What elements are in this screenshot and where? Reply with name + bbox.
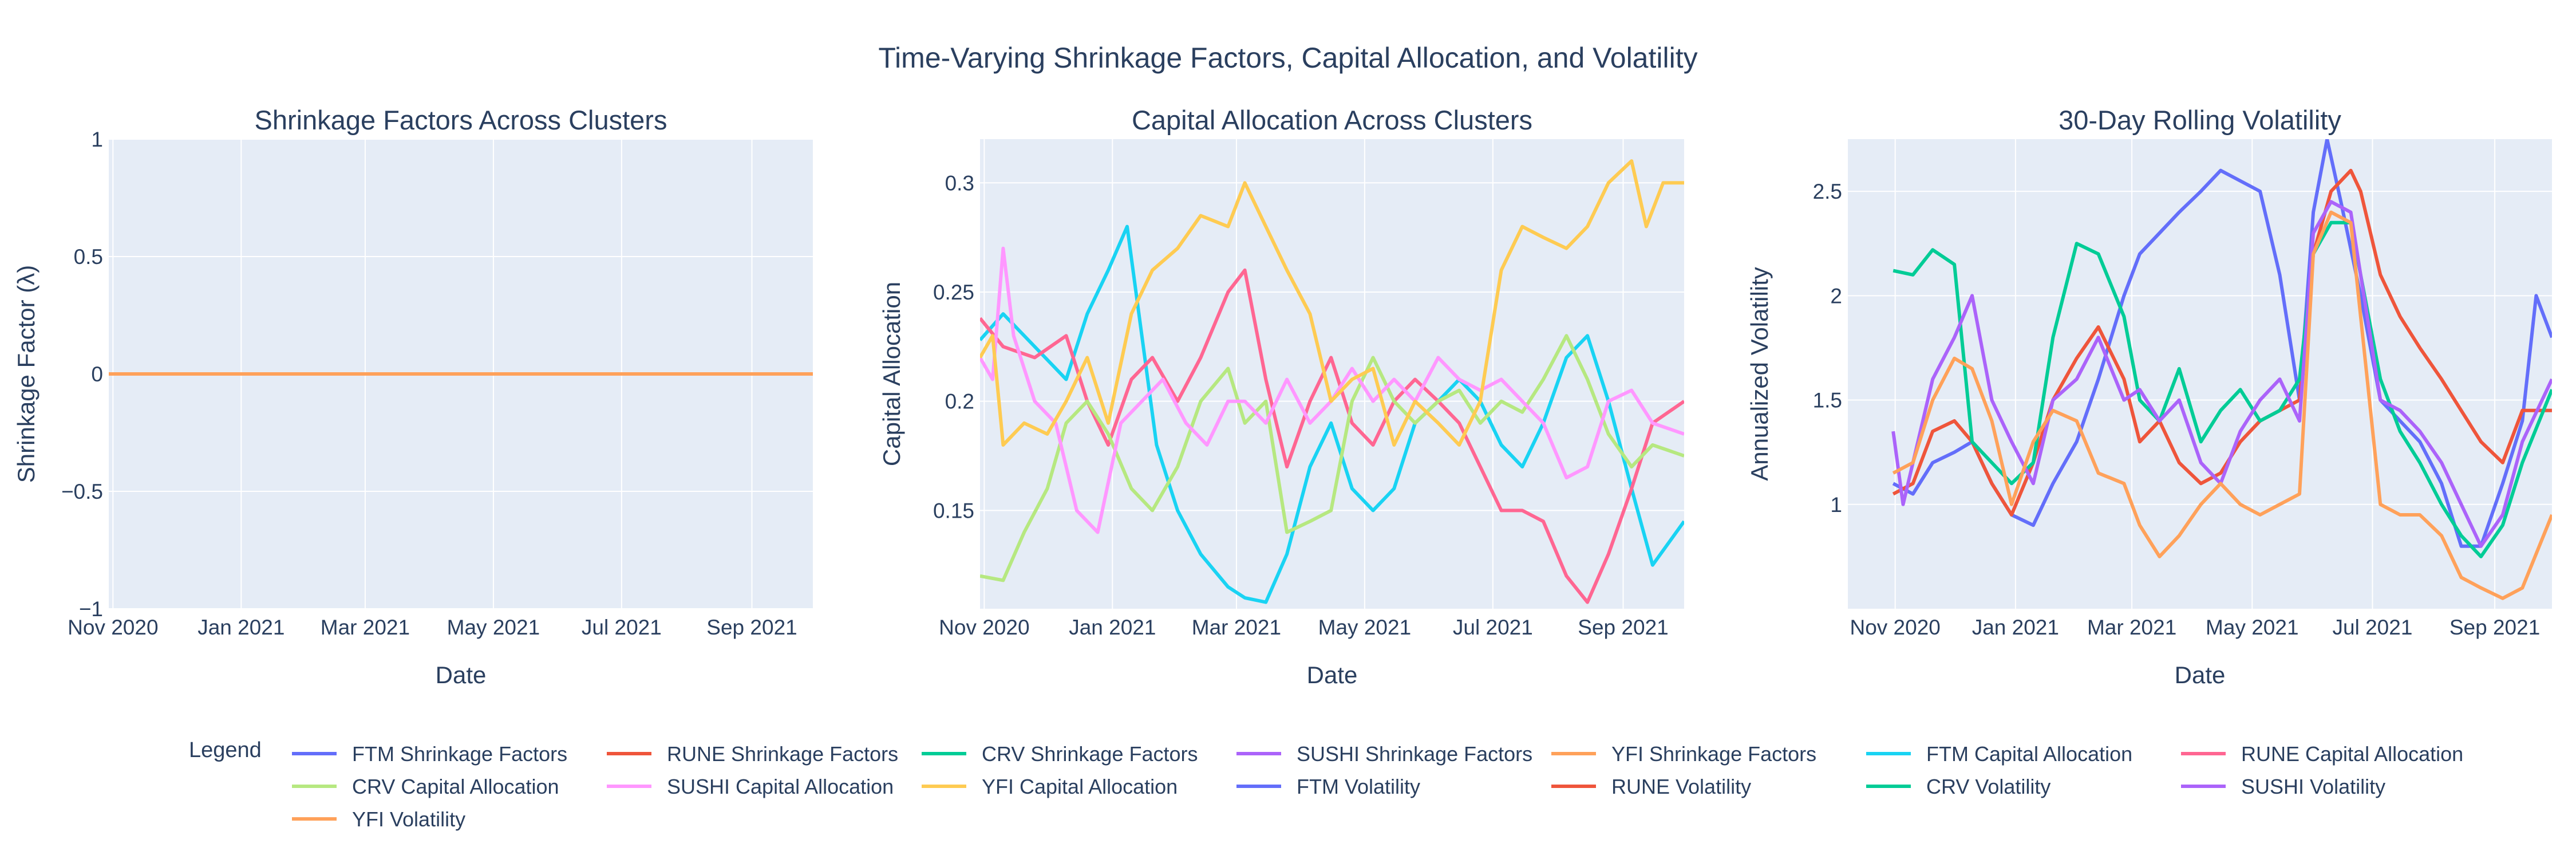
y-tick-label: 0.3 (945, 171, 974, 195)
legend-label: YFI Volatility (352, 807, 465, 831)
legend-item-crv-volatility[interactable]: CRV Volatility (1866, 775, 2050, 798)
y-tick-label: 1 (91, 128, 103, 151)
yfi-capital-allocation-line (980, 159, 1684, 447)
legend-item-ftm-volatility[interactable]: FTM Volatility (1236, 775, 1420, 798)
ftm-capital-allocation-line (980, 224, 1684, 604)
subplot-title: Shrinkage Factors Across Clusters (255, 105, 667, 135)
x-tick-label: Nov 2020 (939, 616, 1029, 639)
x-tick-label: Jan 2021 (197, 616, 285, 639)
crv-capital-allocation-line (980, 334, 1684, 582)
y-tick-label: 2.5 (1813, 180, 1842, 203)
legend-label: SUSHI Volatility (2241, 775, 2385, 798)
x-tick-label: Jan 2021 (1972, 616, 2059, 639)
capital-allocation-panel: 0.15 0.2 0.25 0.3 Nov 2020 Jan 2021 Mar 2021 Ma… (878, 105, 1684, 688)
legend-item-sushi-volatility[interactable]: SUSHI Volatility (2181, 775, 2385, 798)
y-tick-label: −1 (79, 597, 103, 621)
legend-label: CRV Capital Allocation (352, 775, 559, 798)
legend-label: FTM Volatility (1297, 775, 1420, 798)
volatility-panel: 1 1.5 2 2.5 Nov 2020 Jan 2021 Mar 2021 May 2021… (1746, 105, 2552, 688)
subplot-title: 30-Day Rolling Volatility (2059, 105, 2341, 135)
legend-label: RUNE Shrinkage Factors (667, 742, 898, 766)
legend-label: RUNE Volatility (1611, 775, 1751, 798)
series-group (980, 159, 1684, 604)
x-tick-label: May 2021 (1318, 616, 1412, 639)
legend-label: SUSHI Shrinkage Factors (1297, 742, 1532, 766)
y-tick-label: 2 (1830, 284, 1842, 308)
plot-area (980, 139, 1684, 609)
legend-item-yfi-shrinkage-factors[interactable]: YFI Shrinkage Factors (1551, 742, 1816, 766)
legend-title: Legend (189, 738, 262, 762)
y-tick-label: 1 (1830, 493, 1842, 517)
plot-area (1848, 139, 2552, 609)
sushi-capital-allocation-line (980, 246, 1684, 534)
legend-item-ftm-shrinkage-factors[interactable]: FTM Shrinkage Factors (292, 742, 567, 766)
x-tick-label: May 2021 (447, 616, 540, 639)
legend-label: YFI Capital Allocation (982, 775, 1178, 798)
x-tick-label: Sep 2021 (706, 616, 797, 639)
legend-item-yfi-capital-allocation[interactable]: YFI Capital Allocation (922, 775, 1178, 798)
y-axis-title: Shrinkage Factor (λ) (13, 265, 39, 483)
y-tick-label: −0.5 (61, 480, 103, 503)
legend-label: CRV Volatility (1926, 775, 2050, 798)
y-tick-label: 0.5 (74, 245, 103, 269)
legend-item-yfi-volatility[interactable]: YFI Volatility (292, 807, 465, 831)
x-tick-label: Mar 2021 (2087, 616, 2176, 639)
legend-item-rune-shrinkage-factors[interactable]: RUNE Shrinkage Factors (607, 742, 898, 766)
x-tick-label: Sep 2021 (2449, 616, 2540, 639)
x-tick-label: Mar 2021 (321, 616, 410, 639)
x-tick-label: Jan 2021 (1069, 616, 1156, 639)
x-tick-label: Nov 2020 (68, 616, 158, 639)
x-tick-label: Jul 2021 (2333, 616, 2413, 639)
x-axis-title: Date (436, 661, 487, 688)
legend-item-crv-shrinkage-factors[interactable]: CRV Shrinkage Factors (922, 742, 1198, 766)
legend-label: CRV Shrinkage Factors (982, 742, 1198, 766)
y-axis-title: Annualized Volatility (1746, 267, 1773, 481)
legend-label: FTM Capital Allocation (1926, 742, 2132, 766)
figure-title: Time-Varying Shrinkage Factors, Capital … (878, 42, 1697, 74)
legend-item-rune-volatility[interactable]: RUNE Volatility (1551, 775, 1751, 798)
legend-items: FTM Shrinkage Factors RUNE Shrinkage Fact… (292, 742, 2463, 831)
crv-volatility-line (1893, 220, 2552, 558)
legend-item-ftm-capital-allocation[interactable]: FTM Capital Allocation (1866, 742, 2132, 766)
x-tick-label: Sep 2021 (1578, 616, 1668, 639)
legend-label: RUNE Capital Allocation (2241, 742, 2463, 766)
legend: Legend FTM Shrinkage Factors RUNE Shrinka… (189, 738, 2463, 831)
legend-item-rune-capital-allocation[interactable]: RUNE Capital Allocation (2181, 742, 2463, 766)
y-tick-label: 1.5 (1813, 389, 1842, 412)
legend-label: SUSHI Capital Allocation (667, 775, 894, 798)
x-tick-label: Mar 2021 (1192, 616, 1281, 639)
x-tick-label: May 2021 (2206, 616, 2299, 639)
legend-item-sushi-capital-allocation[interactable]: SUSHI Capital Allocation (607, 775, 894, 798)
shrinkage-factors-panel: −1 −0.5 0 0.5 1 Nov 2020 Jan 2021 Mar 2021 May 2… (13, 105, 813, 688)
subplot-title: Capital Allocation Across Clusters (1132, 105, 1532, 135)
y-tick-label: 0.15 (933, 499, 974, 522)
y-tick-label: 0.25 (933, 281, 974, 304)
y-tick-label: 0.2 (945, 390, 974, 413)
legend-label: YFI Shrinkage Factors (1611, 742, 1816, 766)
x-tick-label: Jul 2021 (1453, 616, 1533, 639)
legend-label: FTM Shrinkage Factors (352, 742, 567, 766)
yfi-volatility-line (1892, 210, 2552, 600)
series-group (1891, 139, 2552, 600)
y-tick-label: 0 (91, 362, 103, 386)
legend-item-crv-capital-allocation[interactable]: CRV Capital Allocation (292, 775, 559, 798)
x-axis-title: Date (1307, 661, 1358, 688)
x-tick-label: Nov 2020 (1850, 616, 1940, 639)
x-axis-title: Date (2175, 661, 2226, 688)
x-tick-label: Jul 2021 (582, 616, 662, 639)
y-axis-title: Capital Allocation (878, 282, 905, 466)
legend-item-sushi-shrinkage-factors[interactable]: SUSHI Shrinkage Factors (1236, 742, 1532, 766)
